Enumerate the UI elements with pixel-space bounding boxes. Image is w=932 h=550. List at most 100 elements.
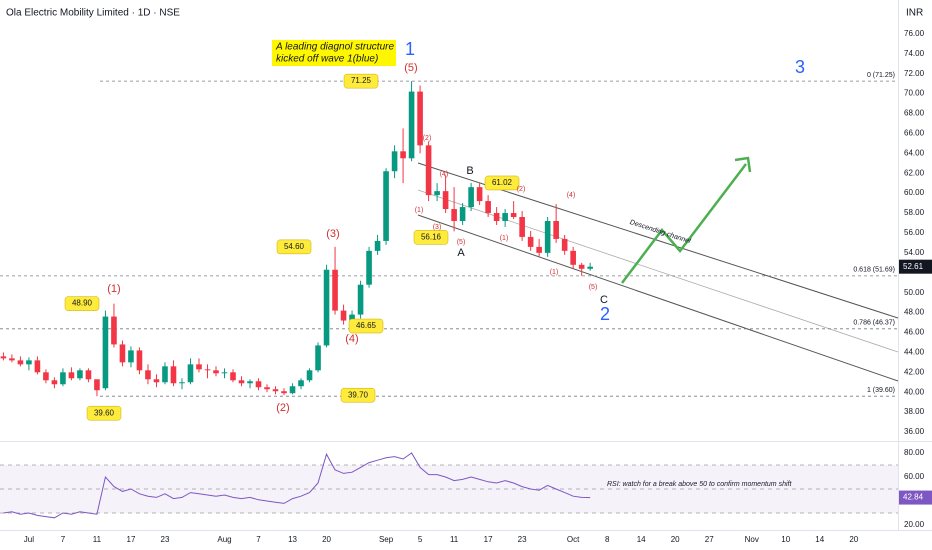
candle-body	[536, 246, 542, 253]
y-tick-label: 54.00	[904, 248, 925, 257]
callout-box	[413, 230, 449, 245]
x-tick-label: 20	[849, 535, 858, 544]
wave-label: (2)	[423, 135, 432, 142]
note-box	[272, 40, 396, 66]
x-tick-label: Oct	[567, 535, 580, 544]
candle-body	[26, 360, 32, 365]
y-tick-label: 38.00	[904, 407, 925, 416]
callout-label: 54.60	[284, 242, 305, 251]
wave-label: (1)	[415, 207, 424, 214]
candle-body	[502, 213, 508, 221]
callout-box	[276, 239, 312, 255]
candle-body	[136, 350, 143, 371]
candle-body	[187, 364, 194, 383]
candle-body	[162, 366, 168, 383]
candle-body	[400, 151, 406, 159]
wave-label: 1	[405, 39, 415, 59]
candle-body	[366, 250, 372, 285]
rsi-note: RSI: watch for a break above 50 to confi…	[607, 481, 792, 488]
x-tick-label: Sep	[379, 535, 394, 544]
last-price-badge	[899, 259, 932, 274]
candle-body	[230, 372, 236, 381]
y-tick-label: 56.00	[904, 228, 925, 237]
y-tick-label: 58.00	[904, 208, 925, 217]
callout-box	[86, 405, 122, 421]
y-tick-label: 66.00	[904, 129, 925, 138]
rsi-tick-label: 60.00	[904, 472, 925, 481]
wave-label: (2)	[276, 402, 289, 414]
y-tick-label: 68.00	[904, 109, 925, 118]
y-tick-label: 64.00	[904, 148, 925, 157]
x-tick-label: 10	[781, 535, 790, 544]
x-tick-label: 23	[518, 535, 527, 544]
callout-label: 48.90	[72, 299, 93, 308]
candle-body	[442, 191, 449, 210]
x-tick-label: 11	[450, 535, 459, 544]
candle-body	[468, 187, 474, 208]
x-tick-label: Aug	[217, 535, 231, 544]
candle-body	[527, 236, 534, 247]
candle-body	[153, 379, 160, 383]
candle-body	[221, 372, 228, 374]
wave-label: 3	[795, 57, 805, 77]
candle-body	[17, 360, 24, 365]
x-tick-label: 23	[161, 535, 170, 544]
candle-body	[459, 207, 466, 221]
callout-label: 39.70	[348, 390, 369, 399]
y-tick-label: 62.00	[904, 168, 925, 177]
x-tick-label: 20	[322, 535, 331, 544]
candle-body	[264, 387, 270, 390]
callout-box	[340, 387, 376, 403]
fib-label: 0 (71.25)	[867, 72, 895, 79]
candle-body	[587, 266, 593, 269]
candle-body	[493, 213, 500, 221]
candle-body	[0, 356, 7, 359]
projection-arrow	[621, 163, 747, 284]
candle-body	[357, 284, 364, 315]
fib-label: 0.786 (46.37)	[853, 320, 895, 327]
rsi-tick-label: 80.00	[904, 448, 925, 457]
candle-body	[111, 316, 117, 345]
candle-body	[60, 372, 66, 385]
x-tick-label: 20	[671, 535, 680, 544]
fib-label: 0.618 (51.69)	[853, 267, 895, 274]
candle-body	[43, 372, 49, 381]
candle-body	[298, 380, 304, 387]
candle-body	[425, 145, 432, 196]
x-tick-label: 11	[93, 535, 102, 544]
wave-label: (3)	[433, 224, 442, 231]
callout-box	[348, 318, 384, 334]
candle-body	[323, 269, 330, 346]
candle-body	[170, 366, 177, 384]
candle-body	[85, 370, 92, 380]
x-tick-label: 17	[127, 535, 136, 544]
candle-body	[570, 250, 576, 265]
channel-lower	[417, 214, 899, 382]
callout-label: 46.65	[356, 321, 377, 330]
candle-body	[578, 264, 585, 269]
x-tick-label: 13	[288, 535, 297, 544]
candle-body	[340, 310, 347, 321]
wave-label: (1)	[500, 235, 509, 242]
candle-body	[272, 389, 279, 392]
wave-label: C	[600, 294, 608, 306]
arrow-head	[734, 156, 752, 173]
candle-body	[434, 191, 440, 196]
candle-body	[213, 370, 219, 374]
candle-body	[374, 240, 381, 251]
candle-body	[408, 91, 415, 159]
last-rsi-label: 42.84	[903, 493, 924, 502]
wave-label: (5)	[457, 239, 466, 246]
y-tick-label: 60.00	[904, 188, 925, 197]
y-tick-label: 42.00	[904, 367, 925, 376]
candle-body	[289, 386, 296, 394]
x-tick-label: 7	[256, 535, 261, 544]
y-tick-label: 40.00	[904, 387, 925, 396]
rsi-tick-label: 20.00	[904, 520, 925, 529]
candle-body	[306, 370, 313, 381]
y-tick-label: 50.00	[904, 288, 925, 297]
last-rsi-badge	[899, 490, 932, 505]
x-tick-label: 7	[61, 535, 66, 544]
